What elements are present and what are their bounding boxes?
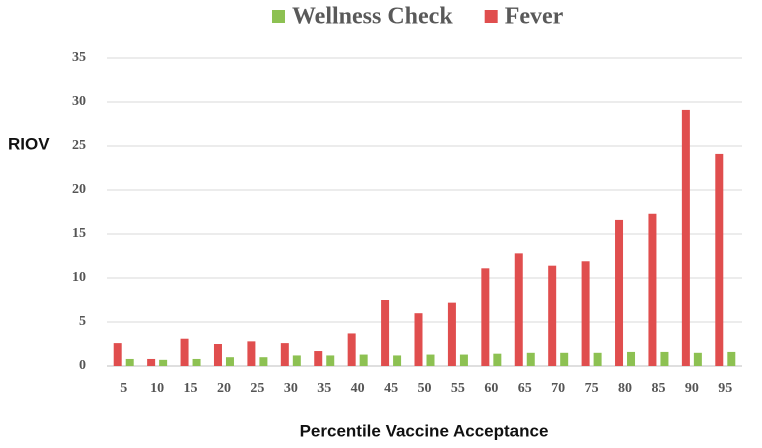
bar: [660, 351, 669, 366]
bar: [514, 253, 523, 366]
x-tick-label: 40: [351, 381, 365, 396]
x-tick-label: 85: [651, 381, 665, 396]
bar: [581, 261, 590, 366]
bar: [125, 358, 134, 366]
x-tick-label: 25: [250, 381, 264, 396]
bar: [459, 354, 468, 366]
x-tick-label: 55: [451, 381, 465, 396]
bar: [648, 213, 657, 366]
legend-label: Wellness Check: [292, 4, 453, 30]
bar: [347, 333, 356, 366]
bar: [213, 344, 222, 366]
y-tick-label: 15: [72, 226, 86, 241]
bar: [180, 338, 189, 366]
bar: [481, 268, 490, 366]
bar: [192, 358, 201, 366]
x-tick-label: 65: [518, 381, 532, 396]
legend-swatch: [272, 10, 285, 23]
bar: [147, 358, 156, 366]
x-axis-title: Percentile Vaccine Acceptance: [300, 421, 549, 440]
bar: [548, 265, 557, 366]
x-tick-label: 95: [718, 381, 732, 396]
bar: [693, 352, 702, 366]
bar: [414, 313, 423, 366]
x-tick-label: 90: [685, 381, 699, 396]
x-tick-label: 30: [284, 381, 298, 396]
bar: [393, 355, 402, 366]
bar: [593, 352, 602, 366]
y-tick-label: 25: [72, 138, 86, 153]
x-tick-label: 75: [585, 381, 599, 396]
bar: [247, 341, 256, 366]
bar: [381, 300, 390, 366]
y-tick-label: 20: [72, 182, 86, 197]
x-tick-label: 45: [384, 381, 398, 396]
bar: [113, 343, 122, 366]
y-tick-label: 35: [72, 50, 86, 65]
x-tick-label: 50: [418, 381, 432, 396]
legend-label: Fever: [505, 4, 564, 30]
y-axis-title: RIOV: [8, 134, 50, 153]
bar: [359, 354, 368, 366]
bar: [627, 351, 636, 366]
legend-swatch: [484, 10, 498, 23]
x-tick-label: 70: [551, 381, 565, 396]
bar: [280, 343, 289, 366]
x-tick-label: 35: [317, 381, 331, 396]
y-tick-label: 30: [72, 94, 86, 109]
bar: [159, 359, 168, 366]
y-tick-label: 5: [79, 314, 86, 329]
bar: [493, 353, 502, 366]
x-tick-label: 20: [217, 381, 231, 396]
bar: [292, 355, 301, 366]
y-tick-label: 0: [79, 358, 86, 373]
x-tick-label: 5: [120, 381, 127, 396]
bar: [681, 109, 690, 367]
bar: [225, 357, 234, 366]
bar: [314, 351, 323, 366]
x-tick-label: 60: [484, 381, 498, 396]
bar: [326, 355, 335, 366]
x-tick-label: 80: [618, 381, 632, 396]
x-tick-label: 15: [184, 381, 198, 396]
bar: [715, 153, 724, 366]
y-tick-label: 10: [72, 270, 86, 285]
bar: [615, 219, 624, 366]
bar: [259, 357, 268, 366]
bar: [447, 302, 456, 366]
bar: [560, 352, 569, 366]
bar: [426, 354, 435, 366]
x-tick-label: 10: [150, 381, 164, 396]
bar: [727, 351, 736, 366]
bar: [526, 352, 535, 366]
